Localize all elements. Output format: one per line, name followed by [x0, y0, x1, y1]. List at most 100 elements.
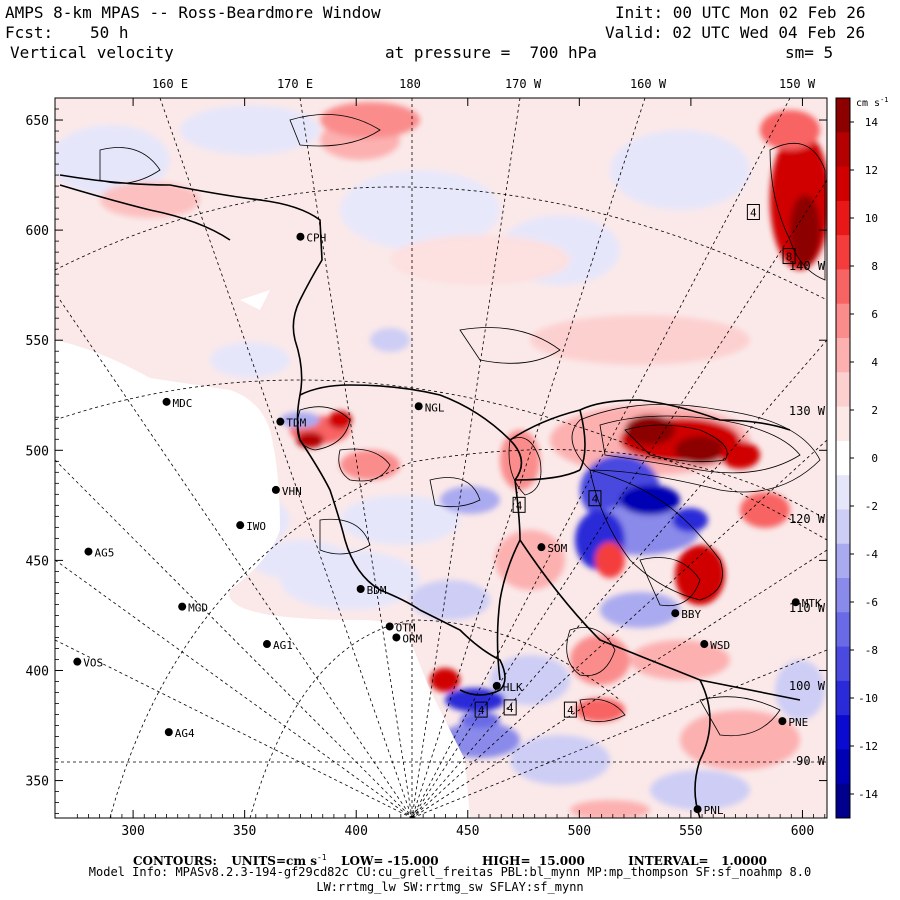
station-label: OTM: [396, 621, 416, 634]
x-tick-label: 350: [233, 824, 256, 839]
colorbar-swatch: [836, 269, 850, 305]
colorbar-swatch: [836, 475, 850, 510]
colorbar-swatch: [836, 715, 850, 750]
y-tick-label: 600: [26, 224, 49, 239]
units-exponent: -1: [316, 853, 327, 862]
colorbar-label: 10: [865, 212, 878, 225]
colorbar-swatch: [836, 132, 850, 168]
colorbar-swatch: [836, 166, 850, 202]
station-marker: [84, 547, 93, 556]
colorbar-swatch: [836, 235, 850, 270]
colorbar-swatch: [836, 440, 850, 476]
colorbar-swatch: [836, 612, 850, 648]
station-label: BBY: [681, 608, 701, 621]
station-marker: [693, 805, 702, 814]
extremum-box: [563, 701, 577, 718]
station-marker: [392, 633, 401, 642]
station-marker: [164, 728, 173, 737]
colorbar-label: -8: [865, 644, 878, 657]
y-tick-label: 650: [26, 114, 49, 129]
station-marker: [236, 521, 245, 530]
colorbar-label: -14: [858, 788, 878, 801]
lon-label: 180: [399, 77, 421, 91]
station-marker: [492, 681, 501, 690]
model-info: Model Info: MPASv8.2.3-194-gf29cd82c CU:…: [88, 865, 812, 879]
colorbar-units: cm s-1: [856, 96, 889, 109]
y-tick-label: 500: [26, 444, 49, 459]
contour-info: CONTOURS: UNITS=cm s-1 LOW= -15.000 HIGH…: [0, 851, 900, 868]
station-label: HLK: [503, 681, 523, 694]
station-label: VOS: [83, 657, 103, 670]
station-marker: [385, 622, 394, 631]
station-marker: [778, 717, 787, 726]
x-tick-label: 550: [679, 824, 702, 839]
station-marker: [356, 585, 365, 594]
colorbar-swatch: [836, 200, 850, 236]
extremum-label: 4: [516, 499, 523, 512]
station-label: AG5: [94, 547, 114, 560]
station-marker: [276, 417, 285, 426]
extremum-box: [746, 203, 760, 220]
station-marker: [73, 657, 82, 666]
units-label: UNITS=cm s: [231, 854, 317, 868]
colorbar-swatch: [836, 646, 850, 682]
colorbar-swatch: [836, 372, 850, 408]
station-marker: [414, 402, 423, 411]
colorbar-swatch: [836, 680, 850, 716]
x-tick-label: 600: [791, 824, 814, 839]
station-label: ORM: [402, 632, 422, 645]
longitude-labels: 160 E 170 E 180 170 W 160 W 150 W 140 W 130 W 12…: [152, 77, 826, 768]
station-label: PNL: [704, 804, 724, 817]
field-name: Vertical velocity: [10, 43, 174, 62]
colorbar-label: 4: [871, 356, 878, 369]
high-value: HIGH= 15.000: [481, 854, 585, 868]
station-label: AG4: [175, 727, 195, 740]
extremum-box: [503, 699, 517, 716]
colorbar-label: 6: [871, 308, 878, 321]
lon-label: 170 W: [505, 77, 542, 91]
init-time: Init: 00 UTC Mon 02 Feb 26: [615, 3, 866, 22]
pressure-level: at pressure = 700 hPa: [385, 43, 597, 62]
contours-label: CONTOURS:: [132, 854, 217, 868]
colorbar-label: 0: [871, 452, 878, 465]
y-tick-label: 400: [26, 664, 49, 679]
lon-label-right: 130 W: [789, 404, 826, 418]
interval-value: INTERVAL= 1.0000: [628, 854, 768, 868]
station-label: CPH: [306, 232, 326, 245]
x-tick-label: 400: [344, 824, 367, 839]
y-axis: 350 400 450 500 550 600 650: [26, 97, 827, 814]
extremum-label: 4: [592, 493, 599, 506]
station-marker: [262, 640, 271, 649]
y-tick-label: 550: [26, 334, 49, 349]
station-marker: [537, 543, 546, 552]
station-label: SOM: [547, 542, 567, 555]
station-label: PNE: [788, 716, 808, 729]
extremum-labels: 4 8 4 4 4 4 4: [474, 203, 796, 718]
x-tick-label: 450: [456, 824, 479, 839]
station-label: VHN: [282, 485, 302, 498]
coastline: [59, 174, 801, 818]
map-title: AMPS 8-km MPAS -- Ross-Beardmore Window: [5, 3, 381, 22]
colorbar-label: 8: [871, 260, 878, 273]
colorbar-label: -10: [858, 692, 878, 705]
station-label: MDC: [173, 397, 193, 410]
lon-label: 150 W: [779, 77, 816, 91]
forecast-label: Fcst:: [5, 23, 54, 42]
colorbar-swatch: [836, 543, 850, 579]
low-value: LOW= -15.000: [341, 854, 439, 868]
colorbar-label: -2: [865, 500, 878, 513]
station-marker: [700, 640, 709, 649]
station-label: MTK: [802, 597, 822, 610]
station-marker: [178, 602, 187, 611]
colorbar-swatch: [836, 509, 850, 545]
colorbar-units-exp: -1: [880, 96, 888, 104]
plot-frame: [54, 97, 828, 819]
colorbar-swatch: [836, 303, 850, 339]
lon-label: 160 W: [630, 77, 667, 91]
vertical-velocity-field: [55, 98, 827, 818]
extremum-box: [512, 496, 526, 513]
station-marker: [162, 397, 171, 406]
lon-label: 170 E: [277, 77, 313, 91]
station-label: IWO: [246, 520, 266, 533]
